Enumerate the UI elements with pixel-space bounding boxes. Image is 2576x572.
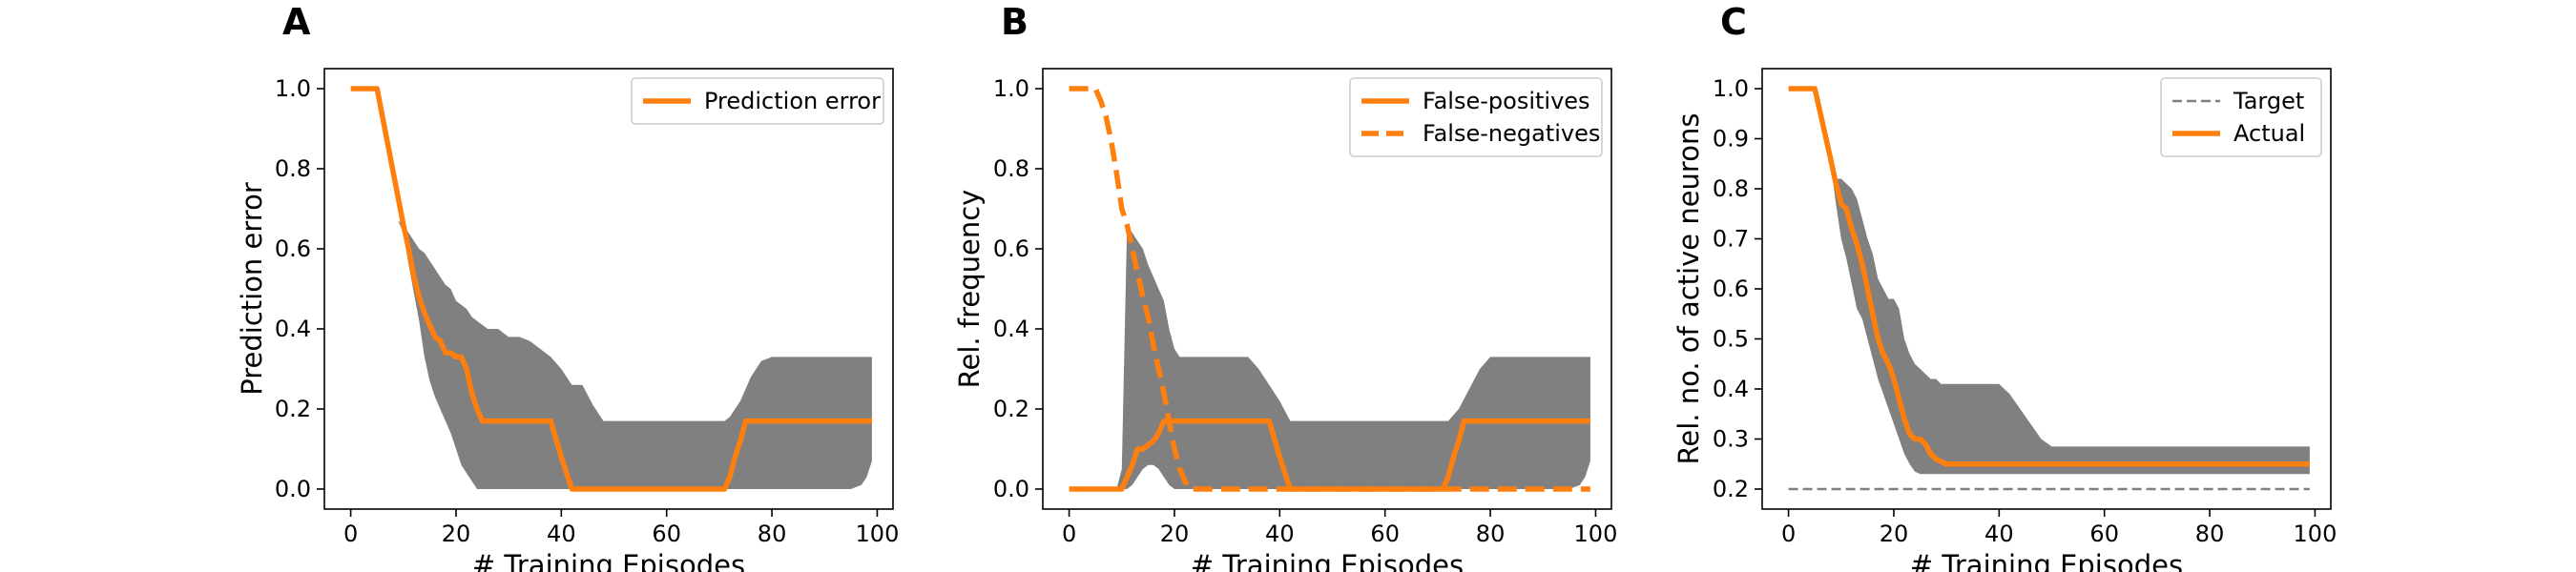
panel-b-xlabel: # Training Episodes <box>1191 549 1464 572</box>
x-tick-label: 80 <box>2195 521 2225 547</box>
x-tick-label: 40 <box>1265 521 1295 547</box>
panel-b-letter: B <box>1001 1 1028 43</box>
panel-a-yticks: 0.0 0.2 0.4 0.6 0.8 1.0 <box>275 75 324 502</box>
panel-b-series-false-negatives <box>1069 86 1590 492</box>
x-tick-label: 60 <box>1370 521 1400 547</box>
panel-c-bands <box>1788 89 2310 475</box>
y-tick-label: 0.4 <box>993 316 1029 342</box>
x-tick-label: 100 <box>856 521 900 547</box>
panel-c-legend: Target Actual <box>2160 77 2322 157</box>
panel-a-series <box>350 86 872 492</box>
y-tick-label: 1.0 <box>993 75 1029 102</box>
panel-b-legend: False-positives False-negatives <box>1349 77 1603 157</box>
panel-b-yticks: 0.0 0.2 0.4 0.6 0.8 1.0 <box>993 75 1043 502</box>
y-tick-label: 0.6 <box>1713 276 1749 302</box>
panel-b-series-false-positives <box>1069 418 1590 492</box>
panel-a-bands <box>350 89 872 489</box>
panel-b-ylabel: Rel. frequency <box>953 190 986 389</box>
x-tick-label: 0 <box>1781 521 1796 547</box>
panel-c-series-actual <box>1788 86 2310 467</box>
legend-label: Prediction error <box>704 88 881 114</box>
x-tick-label: 100 <box>1574 521 1618 547</box>
x-tick-label: 60 <box>652 521 681 547</box>
y-tick-label: 0.6 <box>275 235 311 262</box>
legend-label: False-positives <box>1423 88 1590 114</box>
y-tick-label: 0.0 <box>275 476 311 502</box>
y-tick-label: 0.5 <box>1713 326 1749 353</box>
panel-c-xlabel: # Training Episodes <box>1910 549 2183 572</box>
legend-label: Target <box>2233 88 2304 114</box>
legend-frame <box>2160 77 2322 157</box>
panel-a: A 0 20 40 60 80 100 0.0 0.2 0.4 0.6 0.8 1.0 Predic… <box>236 1 899 572</box>
panel-a-series-prediction-error <box>350 86 872 492</box>
panel-c-series <box>1788 86 2310 491</box>
panel-b-series <box>1069 86 1590 492</box>
x-tick-label: 20 <box>1880 521 1909 547</box>
x-tick-label: 0 <box>1062 521 1076 547</box>
y-tick-label: 0.4 <box>1713 376 1749 402</box>
panel-c-yticks: 0.2 0.3 0.4 0.5 0.6 0.7 0.8 0.9 1.0 <box>1713 75 1762 502</box>
y-tick-label: 0.8 <box>1713 175 1749 202</box>
panel-b-bands <box>1069 224 1590 490</box>
y-tick-label: 0.4 <box>275 316 311 342</box>
y-tick-label: 0.7 <box>1713 226 1749 253</box>
y-tick-label: 0.2 <box>275 396 311 422</box>
legend-frame <box>1349 77 1603 157</box>
y-tick-label: 0.8 <box>275 155 311 182</box>
panel-c-band-0 <box>1788 89 2310 475</box>
panel-a-xlabel: # Training Episodes <box>472 549 745 572</box>
y-tick-label: 0.0 <box>993 476 1029 502</box>
x-tick-label: 0 <box>343 521 358 547</box>
legend-frame <box>631 77 884 125</box>
legend-label: False-negatives <box>1423 120 1600 147</box>
x-tick-label: 20 <box>1160 521 1190 547</box>
panel-a-ylabel: Prediction error <box>236 182 268 396</box>
x-tick-label: 40 <box>1984 521 2014 547</box>
panel-b-xticks: 0 20 40 60 80 100 <box>1062 509 1617 547</box>
x-tick-label: 20 <box>442 521 471 547</box>
panel-c-ylabel: Rel. no. of active neurons <box>1672 113 1705 465</box>
panel-b-frame <box>1042 68 1612 510</box>
x-tick-label: 80 <box>758 521 787 547</box>
y-tick-label: 0.8 <box>993 155 1029 182</box>
legend-label: Actual <box>2233 120 2305 147</box>
x-tick-label: 80 <box>1476 521 1506 547</box>
panel-c: C 0 20 40 60 80 100 0.2 0.3 0.4 0.5 0.6 0.7 0.8 0.9 1… <box>1672 1 2337 572</box>
y-tick-label: 0.2 <box>1713 476 1749 502</box>
panel-b-band-0 <box>1069 224 1590 490</box>
panel-a-band-0 <box>350 89 872 489</box>
y-tick-label: 0.3 <box>1713 426 1749 453</box>
x-tick-label: 60 <box>2089 521 2119 547</box>
x-tick-label: 40 <box>547 521 576 547</box>
y-tick-label: 0.9 <box>1713 126 1749 153</box>
y-tick-label: 1.0 <box>1713 75 1749 102</box>
panel-a-letter: A <box>282 1 311 43</box>
panel-b: B 0 20 40 60 80 100 0.0 0.2 0.4 0.6 0.8 1.0 Rel. f… <box>953 1 1617 572</box>
y-tick-label: 0.6 <box>993 235 1029 262</box>
y-tick-label: 0.2 <box>993 396 1029 422</box>
panel-c-letter: C <box>1720 1 1747 43</box>
panel-c-xticks: 0 20 40 60 80 100 <box>1781 509 2337 547</box>
y-tick-label: 1.0 <box>275 75 311 102</box>
panel-a-xticks: 0 20 40 60 80 100 <box>343 509 899 547</box>
panel-a-legend: Prediction error <box>631 77 884 125</box>
x-tick-label: 100 <box>2294 521 2337 547</box>
panel-a-frame <box>323 68 894 510</box>
